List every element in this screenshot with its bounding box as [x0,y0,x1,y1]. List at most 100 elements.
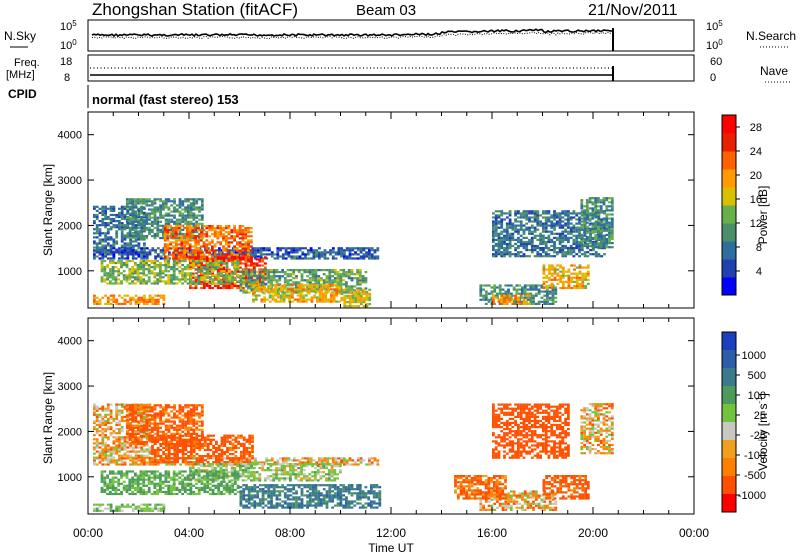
echo-cell [227,243,231,246]
echo-cell [241,245,245,248]
echo-cell [143,244,146,247]
echo-region [492,210,606,258]
echo-cell [120,234,124,237]
echo-cell [134,198,137,201]
echo-cell [126,205,130,208]
echo-cell [153,212,157,215]
echo-cell [558,247,562,250]
echo-cell [120,213,124,217]
echo-cell [117,268,121,271]
echo-cell [244,245,248,248]
echo-cell [137,222,140,225]
echo-cell [575,266,579,269]
echo-cell [203,272,207,275]
echo-cell [558,240,562,244]
echo-cell [128,422,132,425]
echo-cell [500,212,504,215]
echo-cell [247,275,251,278]
echo-cell [340,290,344,293]
echo-cell [143,296,146,299]
echo-cell [585,235,589,239]
echo-cell [578,278,582,281]
echo-cell [580,211,584,214]
echo-cell [122,261,126,265]
echo-cell [120,411,124,414]
echo-cell [118,411,121,414]
power-x-ticks [87,112,695,308]
echo-cell [585,209,589,212]
echo-cell [180,237,184,240]
echo-cell [247,271,251,274]
echo-cell [192,261,196,265]
echo-cell [104,423,107,427]
echo-cell [194,251,198,254]
echo-cell [122,274,126,277]
echo-cell [156,198,160,201]
echo-cell [93,232,96,235]
echo-cell [373,255,377,258]
echo-cell [268,249,271,252]
echo-cell [306,249,310,252]
echo-cell [153,232,157,236]
echo-cell [200,216,204,219]
echo-cell [164,418,168,421]
echo-cell [125,274,129,277]
echo-cell [112,226,116,229]
echo-cell [511,232,515,235]
echo-cell [129,415,132,418]
echo-cell [279,286,283,289]
echo-cell [115,249,119,252]
echo-cell [162,430,165,433]
echo-cell [268,294,272,297]
echo-cell [192,280,196,283]
echo-cell [351,292,355,295]
echo-cell [189,212,193,215]
echo-cell [354,301,358,304]
echo-cell [250,271,254,274]
echo-cell [368,249,371,252]
echo-cell [314,275,318,278]
echo-cell [136,264,140,267]
echo-cell [309,251,313,254]
echo-cell [555,251,559,254]
echo-cell [572,216,576,219]
echo-cell [331,255,335,258]
echo-cell [148,214,151,217]
echo-cell [98,442,102,445]
echo-cell [162,298,166,301]
echo-cell [134,294,138,297]
echo-cell [282,298,286,301]
echo-cell [166,249,170,252]
echo-cell [523,296,527,299]
echo-cell [218,253,221,256]
echo-cell [564,228,567,231]
echo-cell [143,417,146,420]
echo-cell [163,251,167,254]
echo-cell [95,440,99,443]
echo-cell [109,274,112,277]
echo-cell [115,438,119,441]
echo-cell [494,296,498,299]
echo-cell [528,240,531,244]
echo-cell [181,212,185,215]
colorbar-block [722,259,736,278]
echo-cell [134,226,137,229]
echo-cell [252,282,256,285]
echo-cell [139,264,143,267]
echo-cell [125,218,129,221]
echo-cell [123,454,127,457]
echo-cell [545,286,549,290]
echo-cell [128,432,132,435]
echo-cell [145,441,149,444]
echo-cell [567,249,570,252]
echo-cell [162,230,165,234]
echo-cell [197,280,201,283]
echo-cell [188,235,192,238]
echo-cell [505,216,509,219]
echo-cell [120,226,124,229]
echo-cell [358,279,362,282]
echo-cell [170,410,174,413]
echo-cell [131,414,135,417]
echo-cell [118,432,121,435]
echo-cell [120,419,124,423]
